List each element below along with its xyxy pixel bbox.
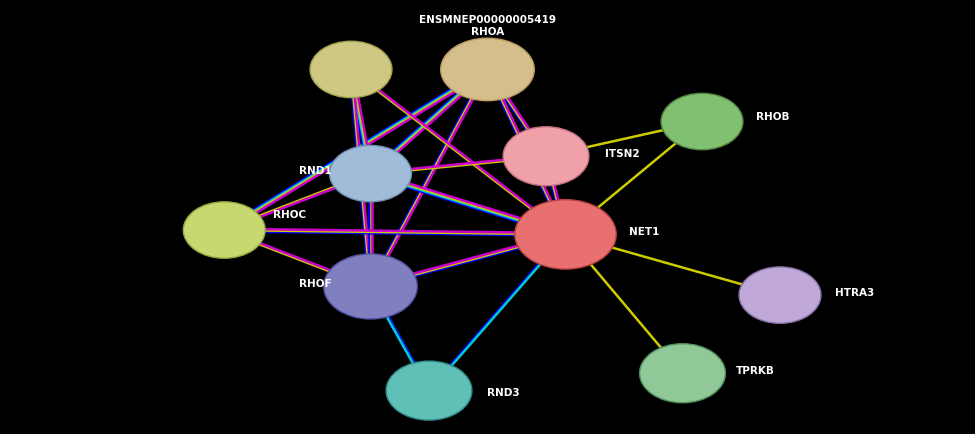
Ellipse shape <box>661 93 743 150</box>
Ellipse shape <box>386 361 472 420</box>
Ellipse shape <box>640 344 725 403</box>
Ellipse shape <box>330 145 411 202</box>
Ellipse shape <box>183 202 265 258</box>
Text: RND3: RND3 <box>488 388 520 398</box>
Text: RND1: RND1 <box>299 166 332 177</box>
Text: NET1: NET1 <box>629 227 659 237</box>
Ellipse shape <box>310 41 392 98</box>
Text: RHOF: RHOF <box>299 279 332 289</box>
Ellipse shape <box>515 200 616 269</box>
Text: ENSMNEP00000005419
RHOA: ENSMNEP00000005419 RHOA <box>419 15 556 37</box>
Text: RHOC: RHOC <box>273 210 306 220</box>
Text: RHOB: RHOB <box>756 112 789 122</box>
Ellipse shape <box>324 254 417 319</box>
Text: HTRA3: HTRA3 <box>835 288 874 298</box>
Text: ITSN2: ITSN2 <box>604 149 640 159</box>
Ellipse shape <box>441 38 534 101</box>
Ellipse shape <box>739 267 821 323</box>
Ellipse shape <box>503 127 589 186</box>
Text: TPRKB: TPRKB <box>736 366 775 376</box>
